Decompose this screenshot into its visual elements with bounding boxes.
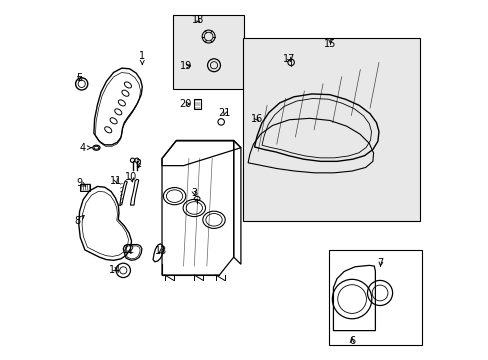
Text: 1: 1	[139, 51, 145, 64]
Text: 8: 8	[75, 215, 84, 226]
Text: 13: 13	[155, 246, 167, 256]
Text: 21: 21	[218, 108, 230, 118]
Text: 19: 19	[180, 61, 192, 71]
Text: 12: 12	[122, 245, 135, 255]
Text: 2: 2	[135, 159, 142, 169]
Text: 3: 3	[191, 188, 197, 198]
Bar	[328, 250, 421, 345]
Text: 11: 11	[110, 176, 122, 186]
Bar	[242, 39, 419, 221]
Text: 10: 10	[125, 172, 138, 183]
Text: 16: 16	[250, 114, 263, 124]
Text: 14: 14	[109, 265, 122, 275]
Bar	[172, 15, 244, 89]
Bar	[194, 99, 201, 109]
Bar	[80, 184, 90, 192]
Text: 17: 17	[283, 54, 295, 64]
Text: 7: 7	[377, 258, 383, 268]
Text: 6: 6	[348, 336, 354, 346]
Text: 15: 15	[324, 39, 336, 49]
Text: 20: 20	[179, 99, 191, 109]
Text: 4: 4	[80, 143, 92, 153]
Text: 18: 18	[191, 15, 203, 26]
Text: 9: 9	[76, 178, 86, 188]
Text: 5: 5	[76, 73, 82, 83]
